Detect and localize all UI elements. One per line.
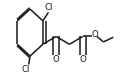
Text: Cl: Cl: [22, 65, 30, 73]
Text: O: O: [91, 30, 98, 39]
Text: Cl: Cl: [45, 3, 53, 12]
Text: O: O: [79, 55, 86, 64]
Text: O: O: [53, 55, 60, 64]
